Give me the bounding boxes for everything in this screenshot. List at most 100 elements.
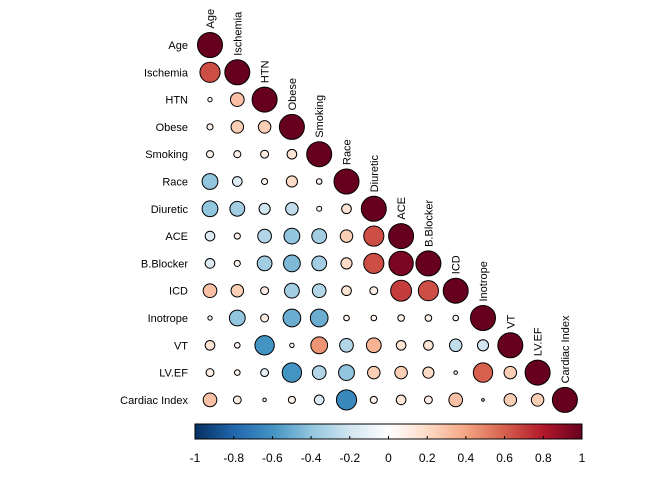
- cell-vt-age: [204, 339, 216, 351]
- color-legend-tick-label: 0.4: [458, 451, 475, 465]
- cell-race-obese: [285, 175, 298, 188]
- cell-diuretic-htn: [258, 202, 271, 215]
- cell-cardiac-index-ischemia: [232, 395, 242, 405]
- row-label-b-blocker: B.Blocker: [141, 258, 188, 270]
- cell-vt-obese: [289, 342, 295, 348]
- cell-b-blocker-htn: [256, 255, 273, 272]
- cell-cardiac-index-obese: [287, 395, 296, 404]
- row-label-lv-ef: LV.EF: [159, 368, 188, 380]
- cell-ace-age: [204, 230, 216, 242]
- cell-inotrope-icd: [452, 314, 460, 322]
- cell-b-blocker-ace: [388, 250, 414, 277]
- cell-lv-ef-icd: [453, 370, 458, 375]
- cell-vt-ischemia: [234, 342, 241, 349]
- cell-lv-ef-race: [338, 364, 355, 382]
- cell-smoking-smoking: [306, 141, 333, 168]
- cell-icd-race: [341, 285, 352, 297]
- row-label-icd: ICD: [169, 286, 188, 298]
- cell-htn-ischemia: [229, 92, 245, 107]
- cell-cardiac-index-b-blocker: [423, 395, 433, 405]
- cell-cardiac-index-vt: [503, 393, 518, 407]
- cell-vt-race: [339, 337, 354, 353]
- color-legend-tick-label: -0.2: [339, 451, 360, 465]
- row-label-smoking: Smoking: [145, 149, 188, 161]
- column-labels: Age Ischemia HTN Obese Smoking Race Diuretic AC…: [205, 9, 572, 383]
- cell-ace-race: [339, 229, 354, 243]
- cell-vt-smoking: [310, 336, 329, 355]
- cell-icd-ischemia: [230, 283, 245, 298]
- column-label-smoking: Smoking: [314, 95, 326, 138]
- cell-inotrope-b-blocker: [424, 314, 433, 322]
- row-label-inotrope: Inotrope: [148, 313, 188, 325]
- cell-vt-vt: [497, 332, 524, 359]
- column-label-race: Race: [342, 139, 354, 165]
- cell-vt-diuretic: [365, 337, 382, 354]
- cell-ace-diuretic: [363, 225, 385, 247]
- cell-race-smoking: [315, 178, 323, 185]
- cell-b-blocker-age: [204, 258, 216, 269]
- cell-ace-htn: [257, 228, 272, 244]
- row-label-diuretic: Diuretic: [151, 204, 189, 216]
- cell-smoking-obese: [286, 148, 298, 160]
- row-label-vt: VT: [174, 340, 188, 352]
- column-label-ischemia: Ischemia: [232, 11, 244, 56]
- cell-cardiac-index-diuretic: [369, 395, 378, 404]
- cell-b-blocker-obese: [283, 254, 301, 273]
- cell-diuretic-smoking: [316, 205, 323, 212]
- cell-smoking-ischemia: [233, 150, 242, 159]
- color-legend-tick-label: -0.8: [223, 451, 244, 465]
- cell-inotrope-race: [343, 314, 350, 322]
- cell-icd-icd: [442, 277, 469, 304]
- cell-ace-smoking: [311, 228, 328, 245]
- column-label-ace: ACE: [396, 197, 408, 220]
- column-label-inotrope: Inotrope: [478, 261, 490, 301]
- color-legend-ticks: -1 -0.8 -0.6 -0.4 -0.2 0 0.2 0.4 0.6 0.8 1: [190, 436, 586, 465]
- row-label-race: Race: [162, 177, 188, 189]
- cell-vt-htn: [254, 335, 275, 356]
- cell-lv-ef-inotrope: [472, 362, 494, 383]
- cell-lv-ef-ace: [394, 365, 408, 380]
- cell-cardiac-index-htn: [262, 397, 267, 403]
- cell-icd-age: [202, 283, 218, 299]
- cell-b-blocker-smoking: [311, 255, 328, 272]
- cell-vt-icd: [448, 338, 463, 353]
- cell-cardiac-index-inotrope: [481, 398, 485, 402]
- cell-obese-htn: [257, 120, 272, 134]
- color-legend-tick-label: -1: [190, 451, 201, 465]
- cell-inotrope-ace: [397, 314, 405, 322]
- column-label-lv-ef: LV.EF: [533, 327, 545, 356]
- cell-icd-smoking: [311, 283, 327, 299]
- cell-smoking-age: [205, 150, 215, 159]
- cell-inotrope-inotrope: [470, 305, 496, 331]
- cell-htn-htn: [251, 86, 278, 113]
- cell-diuretic-diuretic: [360, 195, 387, 222]
- cell-ace-obese: [283, 227, 301, 245]
- column-label-age: Age: [205, 9, 217, 29]
- cell-lv-ef-vt: [503, 365, 518, 380]
- cell-smoking-htn: [260, 149, 270, 159]
- cell-obese-age: [206, 123, 214, 131]
- cell-lv-ef-obese: [281, 362, 303, 383]
- cell-obese-ischemia: [230, 120, 245, 134]
- cell-lv-ef-diuretic: [367, 365, 381, 380]
- cell-diuretic-ischemia: [229, 200, 246, 217]
- cell-lv-ef-b-blocker: [422, 366, 435, 379]
- cell-icd-b-blocker: [417, 280, 439, 302]
- cell-ace-ace: [388, 223, 415, 250]
- cell-lv-ef-ischemia: [234, 369, 241, 376]
- cell-cardiac-index-lv-ef: [530, 393, 545, 407]
- cell-age-age: [197, 32, 223, 58]
- cell-inotrope-diuretic: [370, 314, 378, 322]
- column-label-obese: Obese: [287, 78, 299, 110]
- cell-inotrope-smoking: [309, 308, 329, 328]
- color-legend-tick-label: -0.4: [301, 451, 322, 465]
- color-legend-tick-label: 0: [385, 451, 392, 465]
- cell-cardiac-index-race: [335, 389, 358, 411]
- cell-vt-b-blocker: [423, 339, 434, 351]
- correlation-cells: [197, 32, 578, 413]
- column-label-b-blocker: B.Blocker: [423, 199, 435, 246]
- cell-b-blocker-race: [340, 257, 353, 270]
- cell-cardiac-index-cardiac-index: [551, 386, 578, 413]
- cell-diuretic-age: [201, 200, 219, 218]
